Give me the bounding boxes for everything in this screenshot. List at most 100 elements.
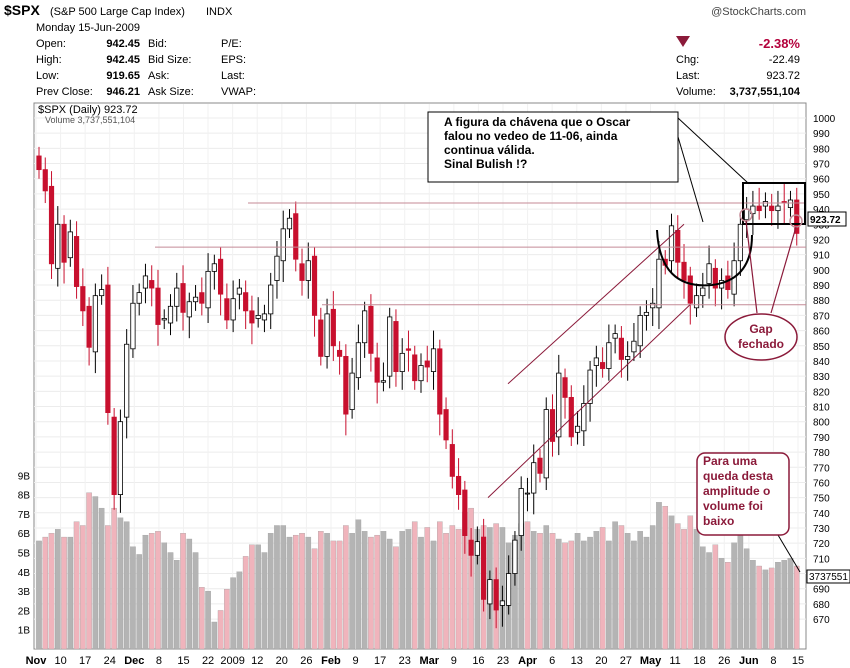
x-tick-label: 23	[399, 655, 411, 667]
x-tick-label: 18	[694, 655, 706, 667]
candle-body	[593, 357, 599, 366]
candle-body	[230, 298, 236, 321]
y-tick-label: 750	[813, 494, 830, 505]
cup-note-line-1: A figura da chávena que o Oscar	[444, 115, 631, 129]
channel-upper	[507, 223, 685, 385]
last-price-tag-box	[807, 211, 847, 227]
candle-body	[61, 223, 67, 263]
volume-bar	[148, 533, 155, 650]
volume-bar	[105, 525, 111, 650]
candle-body	[399, 352, 405, 372]
last-volume-tag: 3737551	[809, 572, 848, 583]
volume-bar	[468, 507, 474, 650]
volume-bar	[274, 525, 280, 650]
volume-bar	[393, 546, 399, 650]
ask-label: Ask:	[148, 70, 170, 82]
volume-bar	[142, 534, 149, 650]
volume-bars	[36, 492, 800, 650]
volume-bar	[92, 496, 99, 650]
candle-body	[224, 298, 230, 321]
candle-body	[712, 267, 718, 289]
candle-body	[443, 409, 449, 441]
y-tick-label: 1000	[813, 114, 836, 125]
volume-bar	[73, 521, 80, 650]
volume-bar	[687, 515, 694, 650]
volume-bar	[793, 565, 800, 650]
change-value: -22.49	[768, 54, 800, 66]
candle-body	[186, 301, 192, 318]
volume-bar	[55, 529, 61, 650]
candle-body	[305, 260, 311, 281]
candle-body	[355, 342, 361, 379]
candle-body	[481, 536, 487, 600]
candle-body	[612, 333, 618, 339]
volume-bar	[324, 533, 330, 650]
volume-bar	[618, 525, 625, 650]
candle-body	[236, 287, 242, 295]
x-tick-label: 9	[352, 655, 358, 667]
date-label: Monday 15-Jun-2009	[36, 22, 140, 34]
volume-bar	[374, 534, 380, 650]
stockcharts-credit[interactable]: @StockCharts.com	[711, 6, 806, 18]
volume-bar	[631, 540, 637, 650]
volume-bar	[349, 533, 355, 650]
candle-body	[468, 539, 474, 556]
candle-body	[787, 199, 794, 208]
candle-body	[192, 296, 199, 303]
volume-bar	[186, 538, 193, 650]
volume-bar	[624, 533, 631, 650]
x-tick-label: Apr	[518, 655, 538, 667]
x-tick-label: 12	[251, 655, 263, 667]
candle-body	[600, 362, 606, 369]
volume-bar	[530, 531, 537, 650]
volume-bar	[130, 546, 136, 650]
x-tick-label: 17	[374, 655, 386, 667]
eps-label: EPS:	[221, 54, 247, 66]
y-tick-label: 800	[813, 418, 830, 429]
y-tick-label: 770	[813, 463, 830, 474]
volume-bar	[756, 565, 762, 650]
volume-bar	[67, 536, 74, 650]
y-tick-label: 730	[813, 524, 830, 535]
candle-body	[142, 275, 149, 289]
pe-label: P/E:	[221, 38, 242, 50]
annotation-drawings	[155, 117, 806, 573]
candle-body	[318, 319, 324, 357]
y-tick-label: 860	[813, 327, 830, 338]
x-tick-label: 23	[497, 655, 509, 667]
volume-bar	[424, 527, 431, 650]
volume-tick-label: 3B	[18, 587, 31, 598]
x-tick-label: Nov	[26, 655, 48, 667]
candle-body	[643, 311, 650, 316]
candle-body	[174, 287, 180, 307]
candle-body	[587, 369, 593, 404]
volume-axis: 1B 2B 3B 4B 5B 6B 7B 8B 9B	[18, 471, 31, 636]
open-label: Open:	[36, 38, 66, 50]
candle-body	[149, 280, 155, 289]
volume-bar	[123, 521, 130, 650]
volume-bar	[455, 529, 462, 650]
candle-body	[512, 539, 518, 574]
candle-body	[286, 217, 293, 230]
x-tick-label: 8	[770, 655, 776, 667]
y-tick-label: 740	[813, 509, 830, 520]
candle-body	[650, 302, 656, 309]
x-tick-label: Jun	[739, 655, 759, 667]
bid-label: Bid:	[148, 38, 167, 50]
last-price-tag: 923.72	[810, 215, 841, 226]
candle-body	[36, 155, 42, 171]
candle-body	[368, 305, 374, 354]
candle-body	[618, 337, 624, 360]
volume-bar	[768, 567, 775, 650]
candle-body	[167, 305, 174, 324]
candle-body	[111, 416, 117, 495]
volume-bar	[593, 531, 600, 650]
volume-bar	[668, 515, 675, 650]
candle-body	[299, 263, 305, 281]
x-tick-label: 26	[718, 655, 730, 667]
candle-body	[293, 213, 299, 260]
ask-size-label: Ask Size:	[148, 86, 194, 98]
x-tick-label: 15	[177, 655, 189, 667]
candle-body	[493, 579, 499, 611]
high-value: 942.45	[106, 54, 140, 66]
